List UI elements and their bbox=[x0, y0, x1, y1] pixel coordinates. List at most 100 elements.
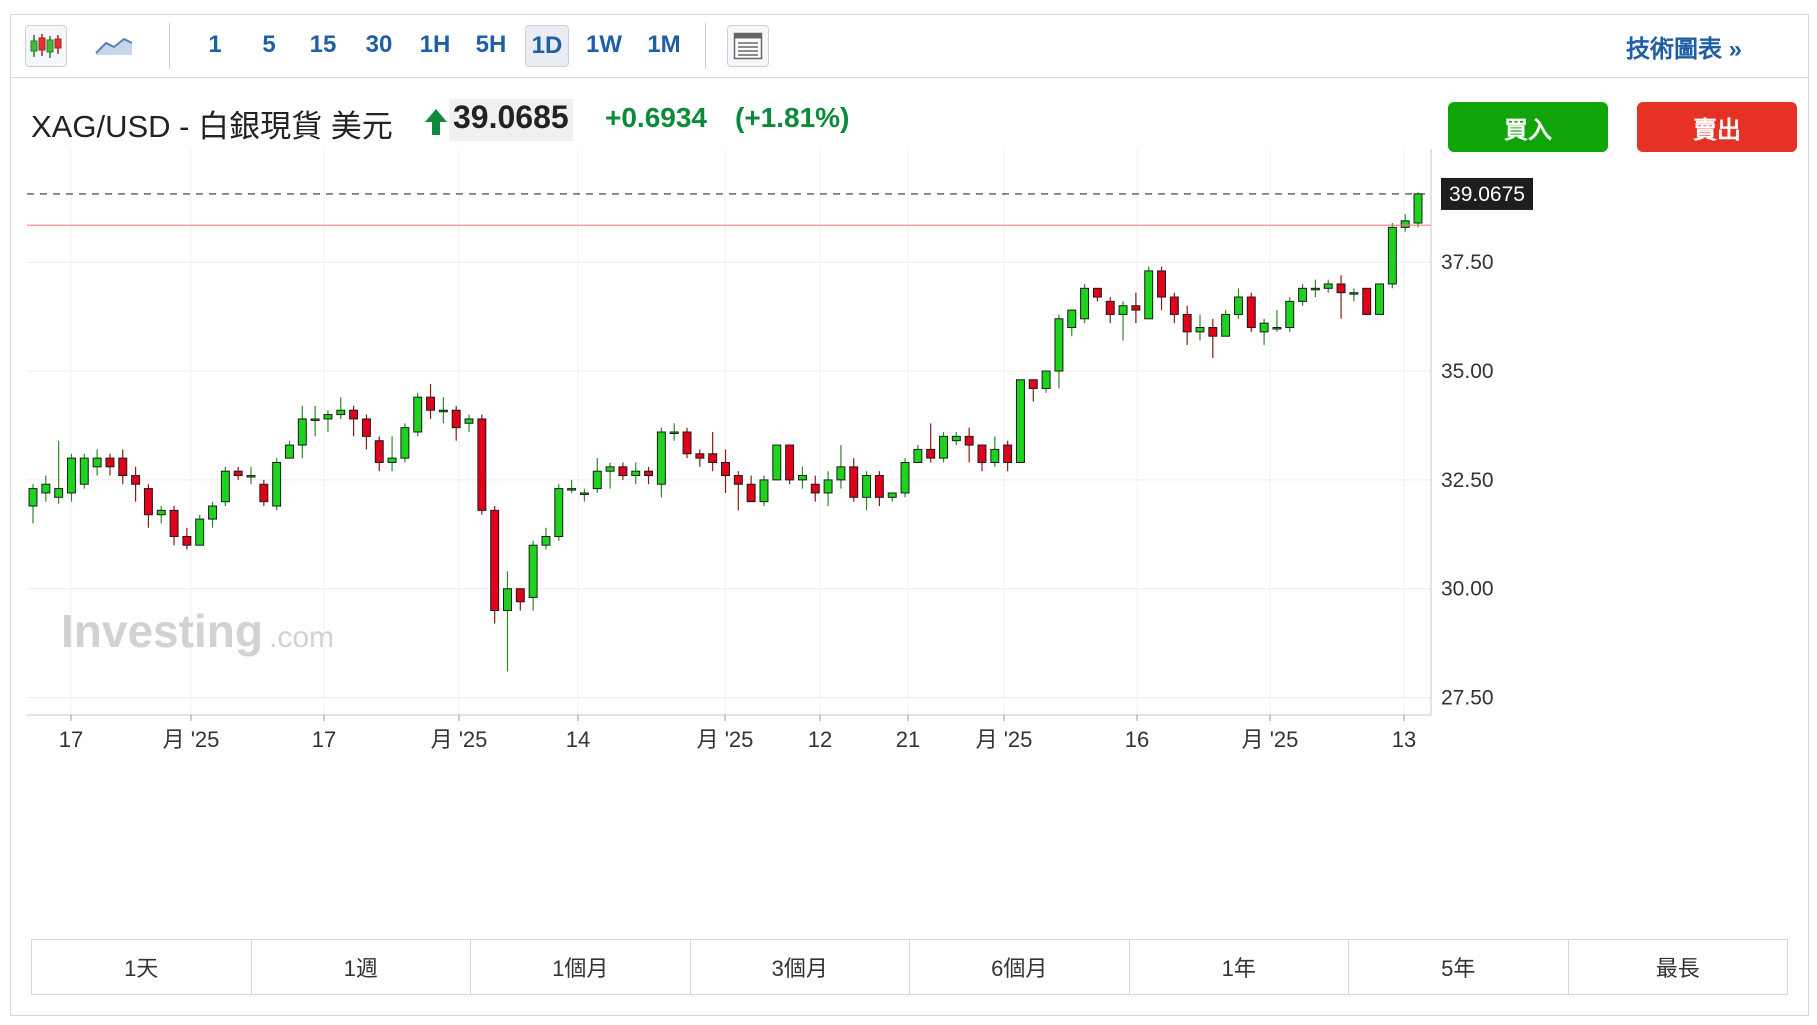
range-5y[interactable]: 5年 bbox=[1349, 940, 1569, 994]
candle-body bbox=[400, 427, 410, 459]
candle bbox=[105, 453, 115, 476]
candle bbox=[1298, 283, 1308, 306]
candle bbox=[1195, 314, 1205, 341]
candle bbox=[1105, 297, 1115, 324]
candle bbox=[208, 501, 218, 528]
candle-body bbox=[862, 475, 872, 498]
interval-1d[interactable]: 1D bbox=[525, 25, 569, 67]
candle bbox=[951, 432, 961, 446]
candle bbox=[1169, 292, 1179, 324]
last-price-tag bbox=[1441, 177, 1533, 210]
candle bbox=[721, 449, 730, 493]
interval-1[interactable]: 1 bbox=[208, 31, 222, 58]
candle-body bbox=[387, 457, 397, 463]
candle-body bbox=[1233, 296, 1243, 315]
candle bbox=[990, 436, 1000, 467]
sell-button[interactable]: 賣出 bbox=[1637, 102, 1797, 152]
candle bbox=[28, 484, 38, 524]
candle-body bbox=[913, 448, 923, 463]
candlestick-chart: 17 月 '25 17 月 '25 14 月 '25 12 21 月 '25 16 月 '25 13 … bbox=[27, 149, 1533, 752]
candle-body bbox=[1221, 313, 1231, 337]
candle-body bbox=[887, 492, 897, 498]
x-tick-label: 13 bbox=[1392, 727, 1416, 752]
candle-body bbox=[272, 461, 282, 507]
interval-5[interactable]: 5 bbox=[262, 31, 276, 58]
candle-body bbox=[746, 483, 756, 503]
candle-body bbox=[1003, 444, 1013, 463]
candle bbox=[1233, 288, 1243, 319]
watermark-brand: Investing bbox=[61, 605, 263, 657]
candle-body bbox=[554, 488, 564, 537]
range-1d[interactable]: 1天 bbox=[32, 940, 252, 994]
candle-body bbox=[156, 509, 166, 516]
range-1y[interactable]: 1年 bbox=[1130, 940, 1349, 994]
candle bbox=[785, 444, 795, 485]
last-price: 39.0685 bbox=[449, 99, 573, 141]
candle bbox=[631, 462, 641, 485]
range-max[interactable]: 最長 bbox=[1655, 956, 1700, 981]
candle-body bbox=[438, 409, 448, 413]
candle-body bbox=[797, 475, 807, 481]
x-tick-label: 月 '25 bbox=[697, 727, 754, 752]
candle-body bbox=[285, 444, 294, 459]
interval-1w[interactable]: 1W bbox=[586, 31, 622, 58]
candle-body bbox=[874, 475, 884, 498]
watermark-suffix: .com bbox=[269, 621, 334, 654]
candle bbox=[413, 392, 423, 437]
candle-body bbox=[105, 457, 115, 468]
candle-body bbox=[323, 414, 333, 420]
range-1w[interactable]: 1週 bbox=[252, 940, 471, 994]
candle bbox=[810, 475, 820, 502]
candle-body bbox=[1323, 283, 1333, 289]
buy-button[interactable]: 買入 bbox=[1448, 102, 1608, 152]
area-chart-icon[interactable] bbox=[91, 25, 137, 65]
candle bbox=[746, 475, 756, 503]
candle-body bbox=[644, 470, 654, 477]
candle bbox=[1272, 310, 1282, 332]
candle bbox=[579, 488, 589, 502]
interval-5h[interactable]: 5H bbox=[475, 31, 507, 58]
candle-body bbox=[964, 435, 974, 446]
candlestick-icon[interactable] bbox=[25, 25, 67, 67]
candle bbox=[541, 527, 551, 550]
candle-body bbox=[926, 448, 936, 459]
candle bbox=[1080, 283, 1090, 324]
candle-body bbox=[1336, 283, 1346, 294]
candle bbox=[220, 466, 230, 507]
candle-body bbox=[823, 479, 833, 494]
candle-body bbox=[143, 488, 153, 516]
x-tick-label: 月 '25 bbox=[163, 727, 220, 752]
candle bbox=[131, 466, 141, 502]
candle bbox=[477, 414, 487, 515]
interval-1m[interactable]: 1M bbox=[647, 31, 681, 58]
candle-body bbox=[1285, 300, 1295, 329]
candle-body bbox=[1028, 379, 1038, 389]
interval-15[interactable]: 15 bbox=[309, 31, 337, 58]
x-tick-label: 21 bbox=[896, 727, 920, 752]
candle-body bbox=[195, 518, 205, 546]
range-1m[interactable]: 1個月 bbox=[471, 940, 691, 994]
x-tick-label: 月 '25 bbox=[431, 727, 488, 752]
range-3m[interactable]: 3個月 bbox=[691, 940, 910, 994]
candle bbox=[259, 479, 269, 507]
candle-body bbox=[1105, 300, 1115, 315]
candle bbox=[92, 449, 102, 476]
layout-icon[interactable] bbox=[727, 25, 769, 67]
range-6m[interactable]: 6個月 bbox=[910, 940, 1130, 994]
y-tick-label: 30.00 bbox=[1441, 578, 1494, 601]
technical-chart-link[interactable]: 技術圖表 » bbox=[1625, 36, 1742, 63]
price-change: +0.6934 bbox=[605, 102, 707, 133]
interval-30[interactable]: 30 bbox=[365, 31, 393, 58]
candle-body bbox=[1259, 322, 1269, 333]
candle bbox=[387, 436, 397, 472]
candle bbox=[1387, 223, 1397, 289]
candle-body bbox=[541, 535, 551, 546]
candle-body bbox=[131, 475, 141, 485]
candle bbox=[272, 458, 282, 511]
candle-body bbox=[169, 509, 179, 537]
candle bbox=[656, 427, 666, 498]
y-axis: 27.50 30.00 32.50 35.00 37.50 bbox=[1430, 149, 1494, 715]
candle-body bbox=[528, 544, 538, 598]
interval-1h[interactable]: 1H bbox=[419, 31, 451, 58]
candle-body bbox=[836, 466, 846, 481]
